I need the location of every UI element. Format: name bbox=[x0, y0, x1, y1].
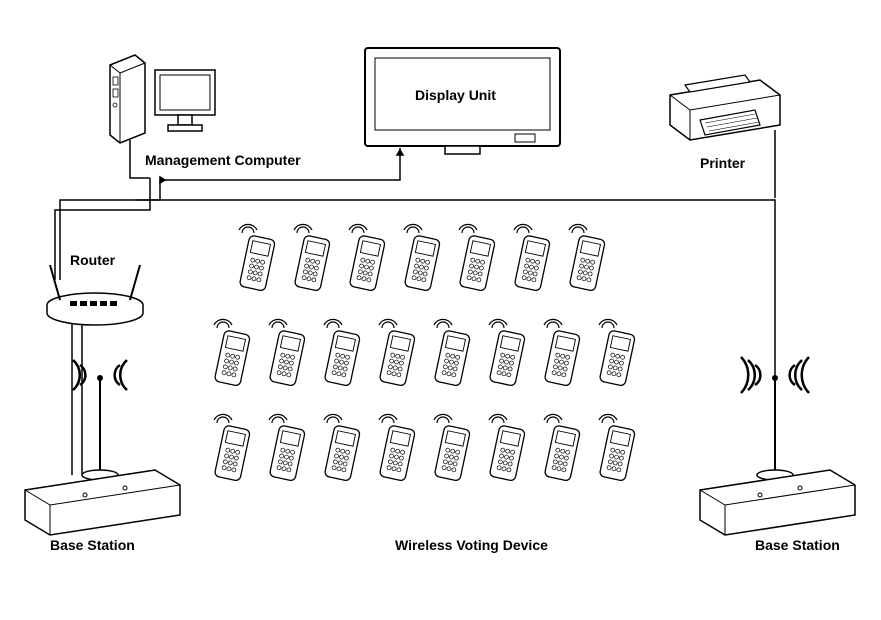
base-station-left-icon bbox=[25, 360, 180, 535]
computer-icon bbox=[110, 55, 215, 143]
printer-label: Printer bbox=[700, 155, 745, 171]
printer-icon bbox=[670, 75, 780, 140]
display-label: Display Unit bbox=[415, 87, 496, 103]
computer-label: Management Computer bbox=[145, 152, 301, 168]
voting-devices-grid bbox=[202, 221, 638, 482]
devices-label: Wireless Voting Device bbox=[395, 537, 548, 553]
router-label: Router bbox=[70, 252, 115, 268]
base-station-right-icon bbox=[700, 357, 855, 535]
base-right-label: Base Station bbox=[755, 537, 840, 553]
router-icon bbox=[47, 265, 143, 325]
base-left-label: Base Station bbox=[50, 537, 135, 553]
